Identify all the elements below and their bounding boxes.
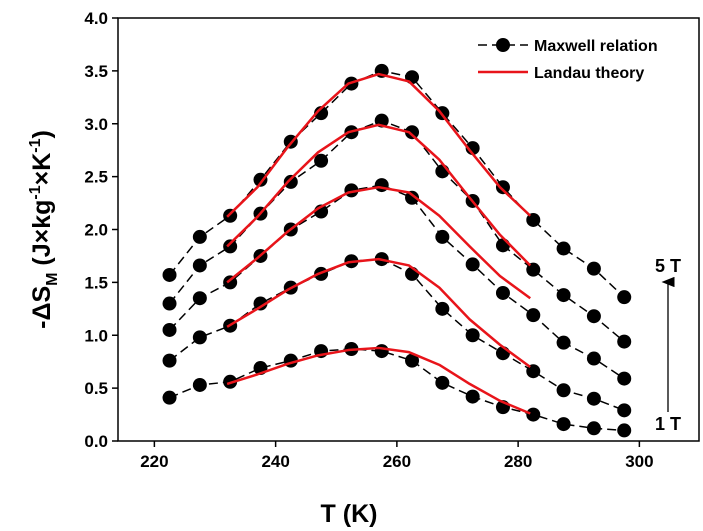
data-point: [495, 180, 510, 195]
y-axis-label-part: M: [44, 273, 61, 286]
data-point: [586, 351, 601, 366]
data-point: [223, 275, 238, 290]
data-point: [617, 371, 632, 386]
x-tick-label: 260: [383, 452, 411, 471]
data-point: [526, 364, 541, 379]
data-point: [253, 296, 268, 311]
y-tick-label: 1.0: [84, 326, 108, 345]
legend-marker: [496, 38, 510, 52]
data-point: [192, 377, 207, 392]
curve: [226, 185, 531, 300]
y-axis-label-part: -1: [27, 138, 44, 152]
data-point: [495, 285, 510, 300]
data-point: [192, 330, 207, 345]
curve: [169, 348, 625, 432]
y-tick-label: 0.0: [84, 432, 108, 451]
data-point: [223, 239, 238, 254]
data-point: [162, 353, 177, 368]
data-point: [556, 241, 571, 256]
curve: [226, 123, 532, 267]
curve: [226, 257, 531, 368]
y-axis-label-part: -ΔS: [28, 286, 56, 329]
legend-label: Maxwell relation: [534, 38, 658, 55]
data-point: [162, 267, 177, 282]
data-point: [556, 335, 571, 350]
y-tick-label: 1.5: [84, 273, 108, 292]
y-axis-label: -ΔSM (J×kg-1×K-1): [27, 130, 61, 329]
y-tick-label: 2.0: [84, 221, 108, 240]
data-point: [495, 238, 510, 253]
data-point: [283, 174, 298, 189]
y-axis-label-part: (J×kg: [28, 200, 56, 273]
data-point: [556, 288, 571, 303]
x-tick-label: 220: [140, 452, 168, 471]
data-point: [435, 301, 450, 316]
data-point: [314, 106, 329, 121]
curve: [226, 346, 531, 415]
data-point: [617, 403, 632, 418]
data-point: [314, 153, 329, 168]
data-point: [526, 212, 541, 227]
data-point: [586, 261, 601, 276]
data-point: [253, 172, 268, 187]
data-point: [526, 308, 541, 323]
data-point: [162, 296, 177, 311]
curve: [169, 258, 625, 412]
curve: [168, 70, 625, 298]
data-point: [617, 290, 632, 305]
data-point: [465, 328, 480, 343]
y-tick-label: 0.5: [84, 379, 108, 398]
y-axis-label-part: ×K: [28, 153, 56, 186]
data-point: [617, 334, 632, 349]
annotation: 5 T: [655, 256, 681, 276]
data-point: [162, 390, 177, 405]
data-point: [526, 262, 541, 277]
annotation: 1 T: [655, 414, 681, 434]
data-point: [617, 423, 632, 438]
y-tick-label: 4.0: [84, 9, 108, 28]
x-tick-label: 240: [261, 452, 289, 471]
x-tick-label: 300: [625, 452, 653, 471]
data-point: [192, 229, 207, 244]
y-tick-label: 3.0: [84, 115, 108, 134]
data-point: [405, 125, 420, 140]
data-point: [405, 190, 420, 205]
data-point: [192, 291, 207, 306]
data-point: [465, 389, 480, 404]
x-axis-label: T (K): [321, 500, 378, 528]
data-point: [162, 322, 177, 337]
curve: [226, 72, 532, 218]
data-point: [435, 375, 450, 390]
curve: [168, 119, 625, 343]
data-point: [586, 309, 601, 324]
legend-label: Landau theory: [534, 65, 644, 82]
y-tick-label: 3.5: [84, 62, 108, 81]
data-point: [192, 258, 207, 273]
y-axis-label-part: -1: [27, 185, 44, 199]
data-point: [586, 421, 601, 436]
y-tick-label: 2.5: [84, 168, 108, 187]
data-point: [374, 178, 389, 193]
data-point: [435, 229, 450, 244]
data-point: [526, 407, 541, 422]
data-point: [405, 353, 420, 368]
data-point: [374, 344, 389, 359]
data-point: [223, 208, 238, 223]
x-tick-label: 280: [504, 452, 532, 471]
data-point: [586, 391, 601, 406]
data-point: [556, 417, 571, 432]
y-axis-label-part: ): [28, 130, 56, 138]
data-point: [556, 383, 571, 398]
data-point: [465, 257, 480, 272]
